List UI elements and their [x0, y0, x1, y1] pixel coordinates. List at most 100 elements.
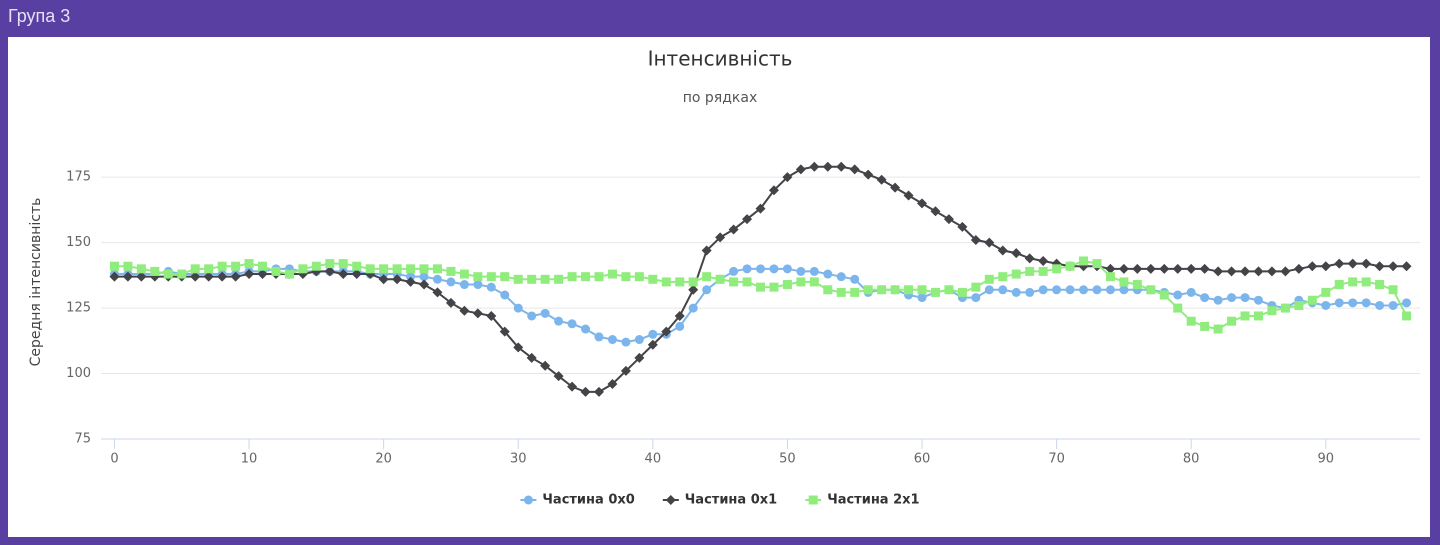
- point: [472, 308, 483, 319]
- point: [903, 190, 914, 201]
- point: [1052, 264, 1062, 274]
- point: [702, 285, 712, 295]
- point: [244, 269, 255, 280]
- point: [338, 259, 348, 269]
- point: [688, 277, 698, 287]
- point: [486, 310, 497, 321]
- point: [971, 282, 981, 292]
- point: [809, 277, 819, 287]
- point: [917, 285, 927, 295]
- point: [1079, 285, 1089, 295]
- point: [1199, 263, 1210, 274]
- x-tick-label: 10: [241, 452, 258, 467]
- point: [620, 365, 631, 376]
- point: [1240, 311, 1250, 321]
- point: [1361, 298, 1371, 308]
- point: [217, 261, 227, 271]
- point: [943, 214, 954, 225]
- point: [1267, 306, 1277, 316]
- point: [473, 280, 483, 290]
- point: [1038, 255, 1049, 266]
- point: [1227, 316, 1237, 326]
- point: [715, 274, 725, 284]
- point: [1105, 272, 1115, 282]
- point: [567, 381, 578, 392]
- point: [405, 276, 416, 287]
- x-tick-label: 50: [779, 452, 796, 467]
- point: [904, 285, 914, 295]
- point: [1293, 263, 1304, 274]
- point: [1118, 263, 1129, 274]
- y-axis-label: Середня інтенсивність: [28, 198, 44, 367]
- point: [473, 272, 483, 282]
- point: [298, 264, 308, 274]
- point: [768, 185, 779, 196]
- point: [1025, 287, 1035, 297]
- point: [876, 174, 887, 185]
- point: [392, 274, 403, 285]
- x-tick-label: 80: [1183, 452, 1200, 467]
- point: [136, 264, 146, 274]
- point: [446, 266, 456, 276]
- point: [406, 272, 416, 282]
- point: [1025, 266, 1035, 276]
- point: [1173, 303, 1183, 313]
- point: [621, 337, 631, 347]
- point: [607, 269, 617, 279]
- point: [553, 371, 564, 382]
- point: [957, 221, 968, 232]
- point: [957, 287, 967, 297]
- point: [338, 269, 349, 280]
- point: [715, 232, 726, 243]
- point: [1253, 295, 1263, 305]
- point: [325, 259, 335, 269]
- point: [432, 287, 443, 298]
- point: [446, 277, 456, 287]
- point: [352, 261, 362, 271]
- point: [203, 271, 214, 282]
- point: [257, 269, 268, 280]
- point: [634, 352, 645, 363]
- legend: Частина 0x0 Частина 0x1 Частина 2x1: [520, 493, 920, 508]
- point: [674, 310, 685, 321]
- point: [823, 269, 833, 279]
- point: [796, 277, 806, 287]
- point: [459, 280, 469, 290]
- point: [500, 272, 510, 282]
- point: [1280, 303, 1290, 313]
- point: [1294, 300, 1304, 310]
- point: [136, 271, 147, 282]
- point: [244, 259, 254, 269]
- point: [419, 264, 429, 274]
- point: [890, 285, 900, 295]
- point: [1119, 277, 1129, 287]
- point: [863, 285, 873, 295]
- legend-label: Частина 0x0: [542, 493, 634, 508]
- point: [930, 206, 941, 217]
- point: [1388, 285, 1398, 295]
- point: [594, 272, 604, 282]
- point: [998, 285, 1008, 295]
- point: [500, 290, 510, 300]
- x-tick-label: 90: [1318, 452, 1335, 467]
- point: [782, 264, 792, 274]
- point: [742, 277, 752, 287]
- y-tick-label: 175: [66, 170, 91, 185]
- point: [204, 264, 214, 274]
- legend-label: Частина 0x1: [685, 493, 777, 508]
- point: [621, 272, 631, 282]
- point: [190, 264, 200, 274]
- point: [109, 261, 119, 271]
- point: [1065, 261, 1075, 271]
- point: [1253, 311, 1263, 321]
- point: [1240, 293, 1250, 303]
- point: [324, 266, 335, 277]
- point: [688, 303, 698, 313]
- point: [365, 264, 375, 274]
- point: [729, 277, 739, 287]
- point: [769, 282, 779, 292]
- point: [917, 293, 927, 303]
- point: [122, 271, 133, 282]
- point: [742, 214, 753, 225]
- point: [850, 274, 860, 284]
